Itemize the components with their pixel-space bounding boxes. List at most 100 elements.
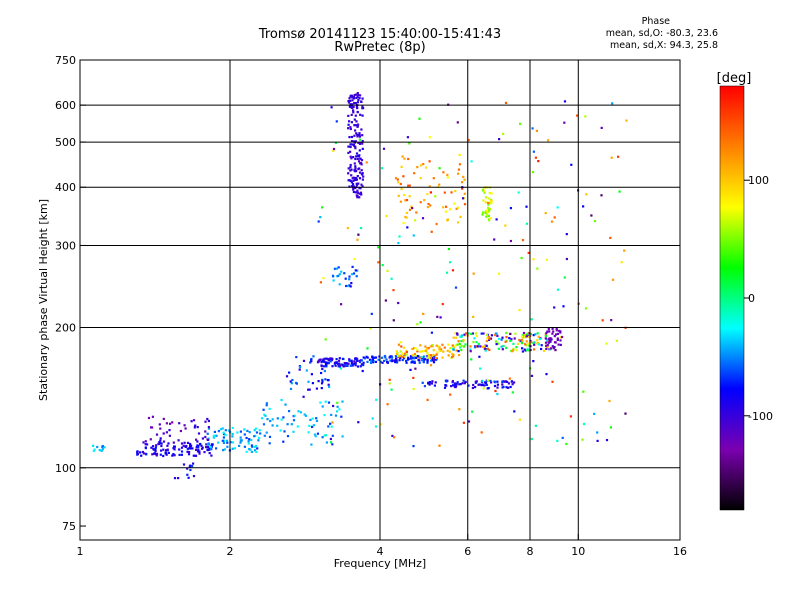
data-point [430,359,433,362]
colorbar: [deg] 100 0 -100 [717,71,773,511]
y-axis: 75 100 200 300 400 500 600 750 [55,54,86,533]
data-point [521,239,525,242]
data-point [253,429,256,432]
data-point [563,121,566,124]
data-point [397,194,400,197]
data-point [335,358,338,361]
data-point [460,334,463,337]
data-point [385,358,388,361]
data-point [390,355,393,358]
data-point [378,355,381,358]
data-point [324,400,327,403]
data-point [400,355,403,359]
data-point [458,163,461,166]
data-point [298,368,301,371]
data-point [399,350,402,353]
data-point [431,344,434,347]
data-point [509,332,512,335]
data-point [515,349,518,352]
data-point [155,452,159,455]
data-point [271,424,274,427]
data-point [444,384,447,387]
data-point [351,183,355,186]
data-point [467,420,471,423]
data-point [452,348,455,351]
data-point [136,451,139,454]
data-point [321,436,324,439]
data-point [412,445,415,448]
data-point [556,206,559,209]
data-point [441,356,444,359]
data-point [141,450,144,454]
data-point [314,435,317,438]
data-point [353,360,356,363]
data-point [449,208,452,211]
data-point [427,347,430,350]
data-point [327,383,330,386]
data-point [381,167,384,170]
data-point [342,365,345,368]
data-point [210,445,213,448]
data-point [144,440,147,443]
data-point [400,165,403,168]
data-point [501,336,504,339]
data-point [349,163,352,167]
data-point [337,365,340,368]
data-point [165,449,168,452]
data-point [434,356,437,359]
data-point [158,423,161,426]
data-point [436,351,439,354]
data-point [362,361,365,364]
data-point [352,272,356,275]
data-point [290,423,293,426]
data-point [515,346,518,349]
data-point [601,319,604,322]
data-point [397,181,400,184]
data-point [508,337,511,340]
data-point [415,211,418,214]
data-point [504,340,507,343]
data-point [350,135,354,139]
data-point [403,157,406,160]
data-point [356,157,359,160]
data-point [481,383,484,386]
data-point [482,211,485,214]
data-point [247,442,250,445]
data-point [361,140,364,143]
data-point [397,301,400,305]
data-point [231,426,234,429]
data-point [547,139,550,142]
data-point [158,441,161,444]
data-point [356,269,359,272]
data-point [221,439,224,442]
data-point [413,360,416,363]
data-point [248,438,251,441]
data-point [485,333,488,336]
data-point [485,340,488,343]
data-point [98,449,101,452]
data-point [421,359,424,362]
data-point [345,362,348,365]
data-point [516,342,520,345]
data-point [411,354,414,357]
data-point [319,216,322,219]
data-point [431,354,434,357]
data-point [391,434,394,437]
data-point [427,354,431,357]
data-point [433,355,436,358]
scatter-points [92,92,628,480]
data-point [197,449,200,452]
data-point [154,448,157,451]
data-point [215,447,218,450]
data-point [443,386,447,389]
data-point [430,382,433,385]
data-point [398,235,401,238]
data-point [528,349,531,352]
data-point [100,449,103,452]
data-point [206,448,209,451]
data-point [457,172,460,175]
data-point [355,275,358,278]
data-point [496,380,499,383]
data-point [341,364,344,367]
data-point [488,191,491,195]
